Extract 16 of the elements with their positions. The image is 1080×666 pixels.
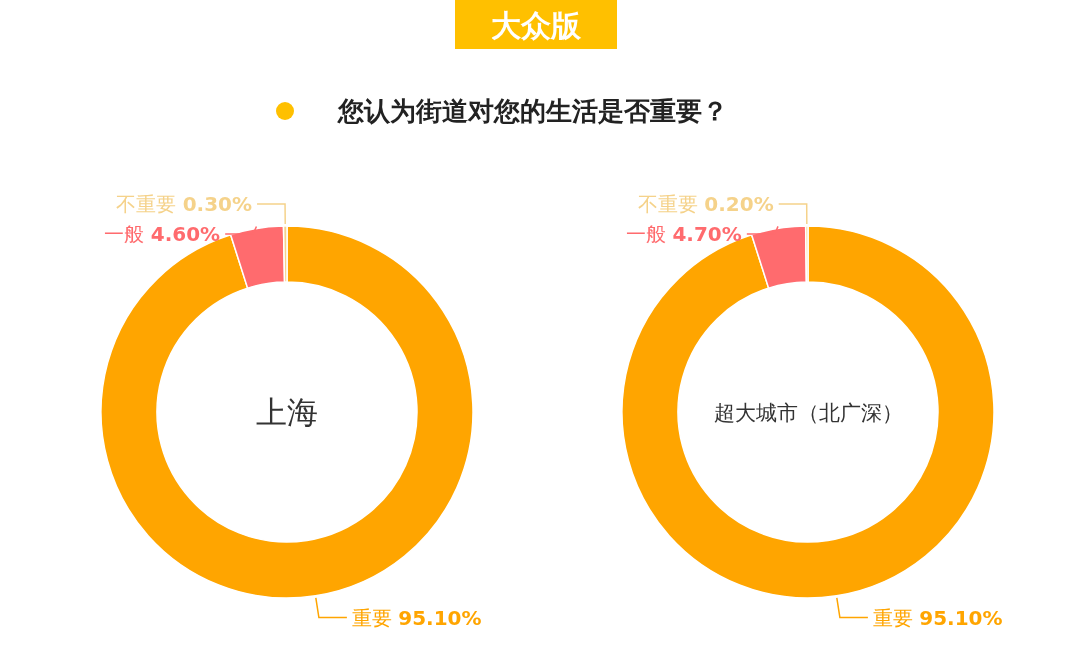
slice-label: 不重要 — [116, 192, 183, 217]
slice-label: 不重要 — [637, 192, 705, 216]
text: 超大城市（北广深） — [713, 401, 903, 425]
annotation: 您认为街道对您的生活是否重要？ — [276, 96, 728, 126]
data-label: 95.10% — [398, 605, 482, 630]
data-label: 4.70% — [672, 222, 742, 246]
slice-label: 一般 — [626, 222, 673, 246]
data-label: 0.20% — [704, 192, 774, 216]
legend-label: 重要 — [872, 605, 920, 630]
data-label: 0.30% — [182, 192, 253, 217]
text: 上海 — [256, 394, 318, 430]
data-label: 95.10% — [919, 605, 1003, 630]
data-label: 4.60% — [150, 222, 221, 247]
slice-label: 一般 — [104, 222, 151, 247]
annotation: 大众版 — [455, 0, 617, 49]
slice-label: 重要 — [351, 605, 399, 630]
